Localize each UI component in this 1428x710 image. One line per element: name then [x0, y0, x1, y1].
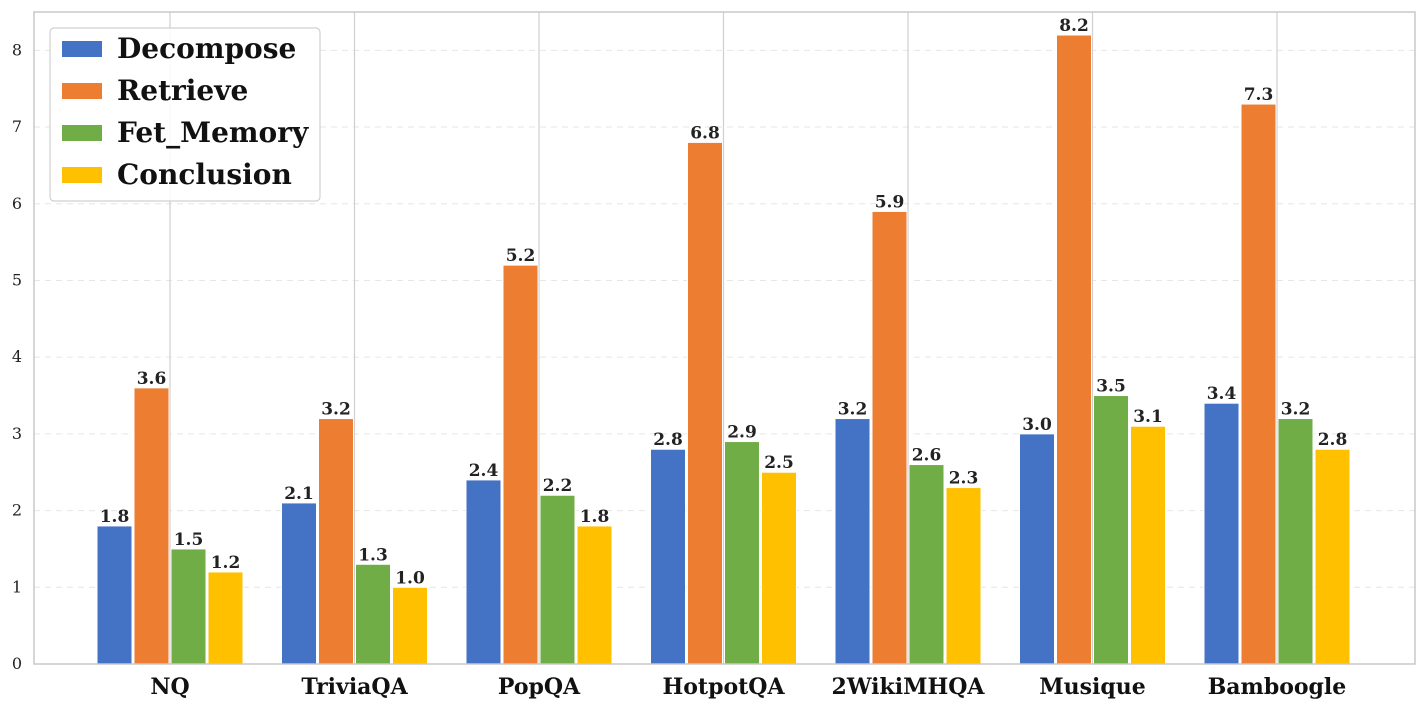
bar-conclusion-bamboogle	[1314, 448, 1351, 665]
legend-label: Fet_Memory	[117, 116, 309, 149]
value-label: 3.2	[838, 400, 868, 420]
x-category-label: TriviaQA	[301, 674, 408, 700]
value-label: 8.2	[1059, 16, 1089, 36]
bar-decompose-musique	[1019, 433, 1055, 665]
value-label: 2.6	[912, 446, 942, 466]
value-label: 2.3	[949, 469, 979, 489]
value-label: 3.4	[1207, 384, 1237, 404]
bar-retrieve-hotpotqa	[687, 141, 723, 665]
bar-conclusion-2wikimhqa	[945, 487, 982, 665]
bar-conclusion-popqa	[576, 525, 613, 665]
bar-fet-memory-triviaqa	[355, 563, 391, 665]
value-label: 3.6	[137, 369, 167, 389]
value-label: 2.5	[764, 453, 794, 473]
value-label: 1.8	[100, 507, 130, 527]
bar-retrieve-bamboogle	[1240, 103, 1277, 665]
bar-conclusion-nq	[207, 571, 244, 665]
value-label: 1.8	[580, 507, 610, 527]
legend-swatch-fet-memory	[62, 125, 102, 141]
value-label: 2.4	[469, 461, 499, 481]
bar-retrieve-musique	[1056, 34, 1092, 665]
bar-conclusion-triviaqa	[392, 586, 428, 665]
value-label: 6.8	[690, 123, 720, 143]
bar-decompose-nq	[96, 525, 133, 665]
value-label: 2.8	[653, 430, 683, 450]
bar-conclusion-hotpotqa	[761, 471, 797, 665]
value-label: 3.0	[1022, 415, 1052, 435]
y-tick-label: 3	[12, 424, 22, 443]
value-label: 2.9	[727, 423, 757, 443]
y-tick-label: 4	[12, 347, 22, 366]
x-category-label: PopQA	[498, 674, 581, 700]
bar-decompose-triviaqa	[281, 502, 317, 665]
value-label: 1.0	[395, 568, 425, 588]
legend-label: Decompose	[117, 32, 296, 65]
value-label: 2.2	[543, 476, 573, 496]
bar-decompose-bamboogle	[1203, 402, 1240, 665]
bar-fet-memory-nq	[170, 548, 207, 665]
y-tick-label: 8	[12, 40, 22, 59]
value-label: 1.3	[358, 545, 388, 565]
y-tick-label: 2	[12, 501, 22, 520]
bar-decompose-popqa	[465, 479, 502, 665]
value-label: 2.8	[1318, 430, 1348, 450]
legend: Decompose Retrieve Fet_Memory Conclusion	[49, 27, 321, 202]
bar-retrieve-2wikimhqa	[871, 210, 908, 665]
bar-retrieve-nq	[133, 387, 170, 665]
x-category-label: Bamboogle	[1208, 674, 1347, 700]
legend-label: Conclusion	[117, 158, 292, 191]
value-label: 1.5	[174, 530, 204, 550]
bar-decompose-2wikimhqa	[834, 418, 871, 665]
bar-conclusion-musique	[1130, 425, 1166, 665]
bar-fet-memory-popqa	[539, 494, 576, 665]
bar-fet-memory-bamboogle	[1277, 418, 1314, 665]
plot-frame	[33, 11, 1416, 665]
y-tick-label: 5	[12, 270, 22, 289]
value-label: 3.2	[321, 400, 351, 420]
value-label: 3.1	[1133, 407, 1163, 427]
value-label: 7.3	[1244, 85, 1274, 105]
legend-swatch-decompose	[62, 41, 102, 57]
legend-swatch-retrieve	[62, 83, 102, 99]
y-tick-label: 6	[12, 194, 22, 213]
value-label: 5.9	[875, 192, 905, 212]
y-tick-label: 7	[12, 117, 22, 136]
bar-fet-memory-musique	[1093, 395, 1129, 665]
value-label: 3.5	[1096, 377, 1126, 397]
value-label: 2.1	[284, 484, 314, 504]
legend-box	[49, 27, 321, 202]
x-category-label: NQ	[150, 674, 189, 700]
legend-swatch-conclusion	[62, 167, 102, 183]
bar-decompose-hotpotqa	[650, 448, 686, 665]
bar-fet-memory-hotpotqa	[724, 441, 760, 665]
bar-retrieve-triviaqa	[318, 418, 354, 665]
y-tick-label: 1	[12, 577, 22, 596]
bar-fet-memory-2wikimhqa	[908, 464, 945, 665]
value-label: 1.2	[211, 553, 241, 573]
bar-retrieve-popqa	[502, 264, 539, 665]
x-category-label: 2WikiMHQA	[832, 674, 986, 700]
value-label: 5.2	[506, 246, 536, 266]
x-category-label: Musique	[1039, 674, 1145, 700]
x-category-label: HotpotQA	[662, 674, 785, 700]
y-tick-label: 0	[12, 654, 22, 673]
value-label: 3.2	[1281, 400, 1311, 420]
legend-label: Retrieve	[117, 74, 248, 107]
